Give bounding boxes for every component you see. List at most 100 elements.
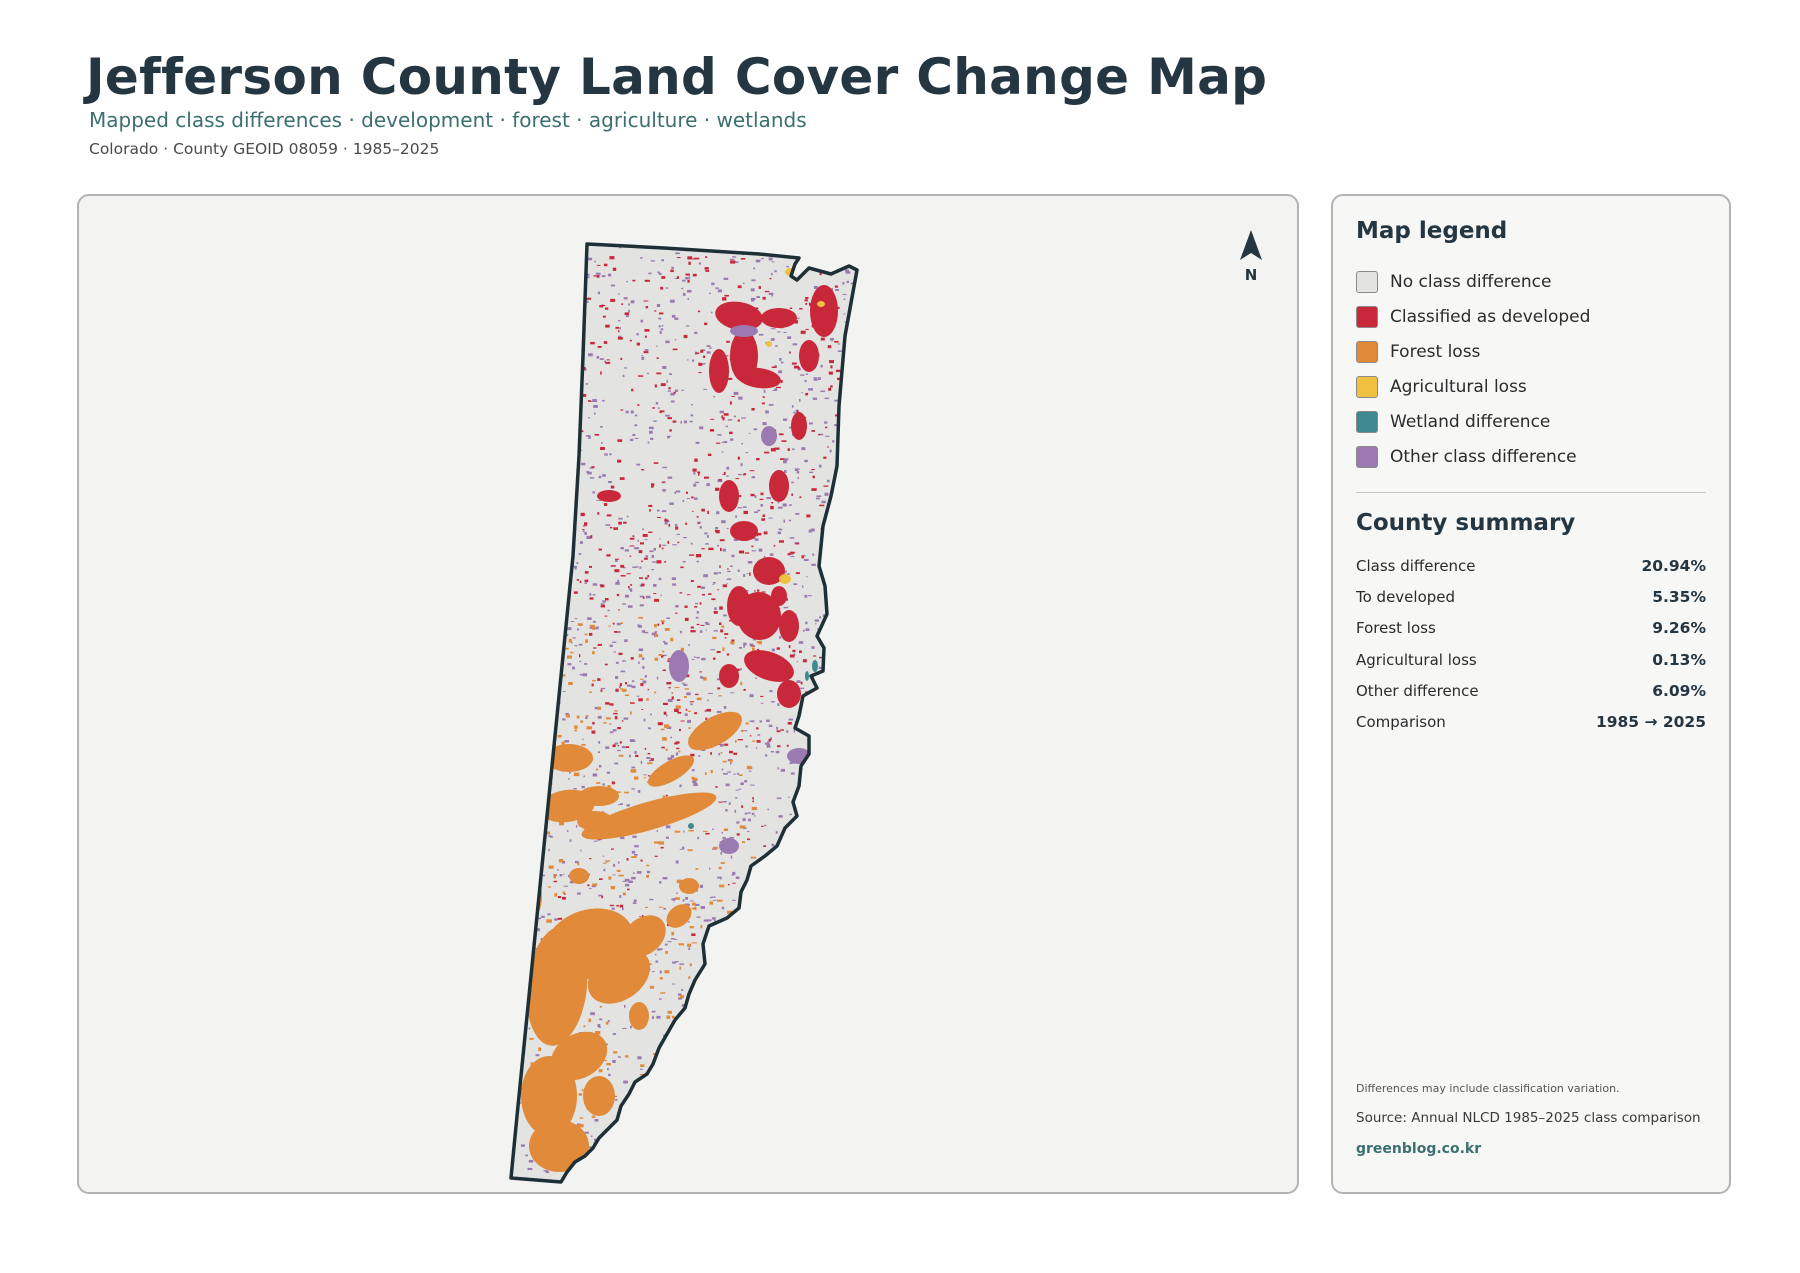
other-difference-patch (613, 863, 616, 867)
other-difference-patch (649, 430, 653, 434)
other-difference-patch (614, 1095, 617, 1097)
other-difference-patch (541, 472, 545, 474)
other-difference-patch (788, 1157, 791, 1160)
other-difference-patch (543, 753, 547, 756)
developed-patch (617, 745, 620, 747)
other-difference-patch (640, 319, 644, 323)
developed-patch (614, 716, 618, 720)
summary-value: 0.13% (1652, 650, 1706, 669)
forest-loss-patch (678, 1124, 681, 1128)
developed-patch (788, 645, 791, 649)
forest-loss-patch (615, 791, 621, 793)
forest-loss-patch (531, 903, 534, 907)
other-difference-patch (851, 407, 854, 409)
other-difference-patch (548, 346, 553, 349)
other-difference-patch (723, 773, 728, 775)
other-difference-patch (834, 256, 839, 259)
other-difference-patch (570, 621, 575, 622)
forest-loss-patch (675, 897, 680, 900)
website-link[interactable]: greenblog.co.kr (1356, 1141, 1482, 1157)
developed-patch (597, 643, 602, 646)
other-difference-patch (714, 607, 717, 610)
other-difference-patch (660, 1141, 665, 1145)
forest-loss-patch (667, 1110, 671, 1114)
other-difference-patch (839, 748, 845, 752)
developed-patch (731, 396, 735, 397)
developed-patch (641, 583, 645, 587)
developed-patch (627, 888, 630, 891)
other-difference-patch (805, 621, 808, 625)
other-difference-patch (856, 948, 857, 950)
other-difference-patch (587, 873, 590, 876)
developed-patch (761, 402, 765, 405)
developed-patch (621, 303, 624, 305)
other-difference-patch (690, 542, 693, 545)
other-difference-patch (781, 912, 786, 916)
other-difference-patch (828, 960, 831, 962)
forest-loss-patch (588, 1018, 592, 1023)
other-difference-patch (652, 561, 657, 563)
other-difference-patch (789, 537, 795, 539)
other-difference-patch (620, 836, 625, 840)
footnote: Differences may include classification v… (1356, 1082, 1620, 1095)
developed-patch (640, 683, 644, 687)
other-difference-patch (839, 1079, 844, 1082)
other-difference-patch (823, 1093, 826, 1097)
county-map[interactable] (79, 196, 1299, 1194)
forest-loss-patch (635, 1139, 642, 1141)
other-difference-patch (749, 694, 754, 698)
other-difference-patch (630, 1025, 632, 1029)
county-boundary (509, 242, 859, 1184)
other-difference-patch (841, 1003, 843, 1005)
other-difference-patch (659, 970, 662, 974)
forest-loss-patch (673, 1090, 679, 1093)
other-difference-patch (593, 405, 598, 408)
other-difference-patch (594, 706, 599, 710)
other-difference-patch (650, 260, 655, 262)
developed-patch (731, 639, 735, 642)
other-difference-patch (748, 818, 751, 822)
other-difference-patch (562, 318, 568, 321)
developed-patch (630, 657, 634, 660)
other-difference-patch (820, 873, 823, 875)
developed-patch (756, 740, 761, 743)
other-difference-patch (558, 573, 562, 576)
other-difference-patch (624, 1121, 628, 1125)
other-difference-patch (565, 354, 568, 356)
other-difference-patch (679, 784, 682, 788)
other-difference-patch (556, 546, 562, 548)
other-difference-patch (549, 629, 551, 631)
developed-patch (684, 617, 689, 621)
forest-loss-patch (548, 886, 551, 888)
developed-patch (819, 272, 822, 276)
map-panel[interactable]: N (77, 194, 1299, 1194)
other-difference-patch (557, 357, 560, 360)
other-difference-patch (529, 810, 532, 814)
other-difference-patch (789, 841, 795, 845)
other-difference-patch (698, 262, 701, 265)
developed-patch (769, 277, 772, 280)
other-difference-patch (846, 603, 851, 606)
developed-patch (694, 257, 700, 260)
other-difference-patch (631, 850, 636, 854)
other-difference-patch (737, 983, 742, 985)
other-difference-patch (611, 907, 615, 910)
other-difference-patch (658, 325, 661, 328)
forest-loss-patch (596, 782, 601, 784)
other-difference-patch (664, 522, 668, 525)
developed-patch (668, 687, 671, 689)
other-difference-patch (537, 790, 542, 794)
other-difference-patch (805, 882, 809, 885)
developed-patch (777, 745, 781, 748)
other-difference-patch (824, 421, 828, 424)
other-difference-patch (663, 640, 666, 643)
developed-patch (668, 524, 671, 527)
other-difference-patch (667, 476, 673, 479)
developed-patch (675, 527, 679, 530)
developed-patch (596, 275, 600, 278)
developed-patch (736, 833, 740, 836)
other-difference-patch (527, 281, 531, 285)
wetland-difference-area (688, 823, 694, 829)
other-difference-patch (827, 1030, 829, 1034)
other-difference-patch (682, 279, 686, 282)
